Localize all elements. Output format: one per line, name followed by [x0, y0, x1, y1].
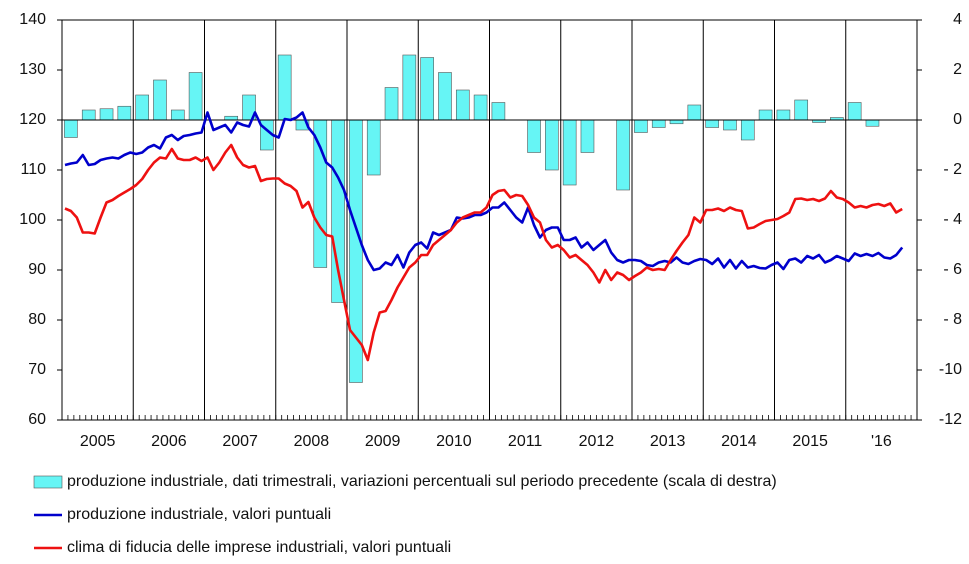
y2-tick-label: 2 [953, 61, 962, 78]
bar [153, 79, 167, 121]
bar [847, 102, 862, 121]
bar [758, 109, 773, 121]
bar [562, 119, 577, 186]
bar [616, 119, 630, 191]
y2-tick-label: -10 [939, 361, 962, 378]
x-tick-label: 2007 [222, 433, 258, 450]
bar [723, 119, 737, 131]
bar [455, 89, 470, 121]
y2-tick-label: - 6 [943, 261, 962, 278]
y-tick-label: 80 [28, 311, 46, 328]
bar [313, 119, 328, 268]
bar [491, 102, 506, 121]
bar [669, 119, 684, 125]
line [64, 143, 903, 362]
bar [794, 99, 809, 121]
bar [224, 115, 239, 121]
legend-label: clima di fiducia delle imprese industria… [67, 539, 451, 556]
x-tick-label: 2014 [721, 433, 757, 450]
bar [776, 109, 791, 121]
bar [634, 119, 648, 133]
plot-frame [61, 19, 918, 421]
y-tick-label: 60 [28, 411, 46, 428]
bar [366, 119, 381, 176]
y-tick-label: 70 [28, 361, 46, 378]
bar [705, 119, 719, 128]
bar [384, 87, 399, 121]
y-tick-label: 90 [28, 261, 46, 278]
line [64, 111, 904, 272]
bar [580, 119, 595, 153]
bar [687, 104, 702, 121]
bar [64, 119, 78, 138]
x-tick-label: 2010 [436, 433, 472, 450]
bar [188, 72, 203, 121]
y-tick-label: 130 [19, 61, 46, 78]
y-tick-label: 140 [19, 11, 46, 28]
y-tick-label: 110 [20, 161, 46, 178]
x-tick-label: 2015 [792, 433, 828, 450]
bar [117, 105, 132, 121]
bar [527, 119, 541, 153]
bar [135, 94, 149, 121]
y2-tick-label: 0 [953, 111, 962, 128]
y-tick-label: 100 [19, 211, 46, 228]
x-tick-label: 2009 [365, 433, 401, 450]
x-tick-label: 2008 [294, 433, 330, 450]
bar [99, 108, 114, 121]
bar [545, 119, 559, 171]
bar [473, 94, 488, 121]
y-tick-label: 120 [19, 111, 46, 128]
y2-tick-label: - 4 [943, 211, 962, 228]
y2-tick-label: - 8 [943, 311, 962, 328]
x-tick-label: '16 [871, 433, 892, 450]
bar [740, 119, 755, 141]
bar [170, 109, 185, 121]
bar [865, 119, 880, 127]
bar [420, 57, 434, 121]
bar [277, 54, 292, 121]
bar [402, 54, 417, 121]
legend-label: produzione industriale, valori puntuali [67, 506, 331, 523]
y2-tick-label: -12 [939, 411, 962, 428]
x-tick-label: 2011 [508, 433, 543, 450]
x-tick-label: 2005 [80, 433, 116, 450]
y2-tick-label: 4 [953, 11, 962, 28]
bar [438, 72, 452, 121]
x-tick-label: 2012 [579, 433, 615, 450]
legend-swatch [33, 475, 63, 489]
legend-label: produzione industriale, dati trimestrali… [67, 473, 777, 490]
x-tick-label: 2013 [650, 433, 686, 450]
bar [81, 109, 96, 121]
y2-tick-label: - 2 [943, 161, 962, 178]
bar [651, 119, 666, 128]
x-tick-label: 2006 [151, 433, 187, 450]
